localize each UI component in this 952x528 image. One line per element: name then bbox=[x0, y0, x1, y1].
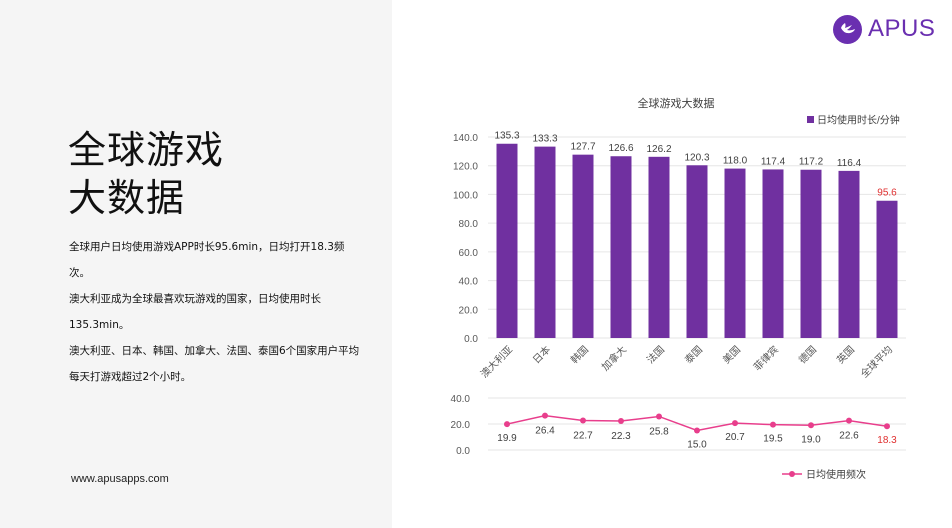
y-tick-label: 40.0 bbox=[451, 394, 471, 405]
bar-y-axis: 0.0 20.0 40.0 60.0 80.0 100.0 120.0 140.0 bbox=[453, 133, 478, 345]
bar bbox=[876, 200, 898, 338]
title-line-2: 大数据 bbox=[68, 176, 186, 220]
line-marker bbox=[618, 418, 624, 425]
y-tick-label: 20.0 bbox=[459, 305, 479, 316]
line-series: 19.9 26.4 22.7 22.3 25.8 15.0 20.7 19.5 19.0 22.6… bbox=[497, 412, 897, 451]
line-marker bbox=[542, 412, 548, 419]
x-tick-label: 法国 bbox=[644, 343, 667, 366]
x-tick-label: 英国 bbox=[834, 343, 857, 366]
y-tick-label: 80.0 bbox=[459, 219, 479, 230]
bar-series: 135.3 133.3 127.7 126.6 126.2 120.3 118.0 117.4… bbox=[494, 131, 898, 338]
line-marker bbox=[580, 417, 586, 424]
description-paragraph: 澳大利亚成为全球最喜欢玩游戏的国家，日均使用时长135.3min。 bbox=[69, 293, 321, 331]
bar bbox=[686, 165, 708, 338]
line-value-label: 19.0 bbox=[801, 434, 821, 445]
y-tick-label: 60.0 bbox=[459, 248, 479, 259]
left-panel: 全球游戏 大数据 全球用户日均使用游戏APP时长95.6min，日均打开18.3… bbox=[0, 0, 392, 528]
line-marker bbox=[694, 427, 700, 434]
line-marker bbox=[808, 422, 814, 429]
brand-name: APUS bbox=[868, 15, 936, 42]
bar-value-label: 120.3 bbox=[684, 152, 709, 163]
line-value-label: 18.3 bbox=[877, 435, 897, 446]
x-tick-label: 美国 bbox=[720, 343, 743, 366]
y-tick-label: 140.0 bbox=[453, 133, 478, 144]
bar bbox=[534, 146, 556, 338]
bar bbox=[610, 156, 632, 338]
description-paragraph: 澳大利亚、日本、韩国、加拿大、法国、泰国6个国家用户平均每天打游戏超过2个小时。 bbox=[69, 345, 360, 383]
bar-value-label: 118.0 bbox=[723, 156, 748, 167]
bar bbox=[800, 169, 822, 338]
line-value-label: 19.5 bbox=[763, 434, 783, 445]
bar bbox=[762, 169, 784, 338]
x-tick-label: 泰国 bbox=[682, 343, 705, 366]
bar-value-label: 117.2 bbox=[799, 157, 824, 168]
chart-title: 全球游戏大数据 bbox=[638, 96, 715, 110]
legend-label: 日均使用频次 bbox=[806, 468, 866, 481]
line-value-label: 22.7 bbox=[573, 430, 593, 441]
bar-value-label: 135.3 bbox=[494, 131, 519, 142]
line-value-label: 22.3 bbox=[611, 431, 631, 442]
bar-value-label: 126.2 bbox=[646, 144, 671, 155]
x-tick-label: 韩国 bbox=[568, 343, 591, 366]
line-legend: 日均使用频次 bbox=[782, 468, 866, 481]
bar-legend: 日均使用时长/分钟 bbox=[807, 114, 900, 127]
line-marker bbox=[656, 413, 662, 420]
line-value-label: 19.9 bbox=[497, 433, 517, 444]
bar-value-label: 127.7 bbox=[570, 142, 595, 153]
website-link[interactable]: www.apusapps.com bbox=[71, 473, 169, 485]
bar-value-label: 116.4 bbox=[837, 158, 862, 169]
description-paragraph: 全球用户日均使用游戏APP时长95.6min，日均打开18.3频次。 bbox=[69, 241, 345, 279]
line-marker bbox=[732, 420, 738, 427]
y-tick-label: 120.0 bbox=[453, 162, 478, 173]
x-tick-label: 澳大利亚 bbox=[478, 343, 515, 380]
legend-swatch bbox=[807, 116, 814, 123]
line-value-label: 25.8 bbox=[649, 426, 669, 437]
bar bbox=[838, 170, 860, 338]
line-y-axis: 0.0 20.0 40.0 bbox=[451, 394, 471, 457]
bar bbox=[572, 154, 594, 338]
bar-value-label: 133.3 bbox=[532, 134, 557, 145]
x-tick-label: 全球平均 bbox=[858, 343, 895, 380]
x-axis-labels: 澳大利亚 日本 韩国 加拿大 法国 泰国 美国 菲律宾 德国 英国 全球平均 bbox=[478, 343, 895, 380]
y-tick-label: 100.0 bbox=[453, 190, 478, 201]
y-tick-label: 20.0 bbox=[451, 420, 471, 431]
bar bbox=[648, 156, 670, 338]
line-value-label: 26.4 bbox=[535, 426, 555, 437]
bar bbox=[724, 168, 746, 338]
legend-label: 日均使用时长/分钟 bbox=[817, 114, 900, 127]
bar bbox=[496, 143, 518, 338]
bar-value-label: 117.4 bbox=[761, 156, 786, 167]
page-title: 全球游戏 大数据 bbox=[68, 126, 224, 222]
bar-value-label: 95.6 bbox=[877, 188, 897, 199]
line-value-label: 15.0 bbox=[687, 440, 707, 451]
x-tick-label: 日本 bbox=[530, 343, 553, 366]
bar-value-label: 126.6 bbox=[608, 143, 633, 154]
apus-bird-logo-icon bbox=[833, 14, 862, 44]
x-tick-label: 加拿大 bbox=[599, 343, 629, 373]
line-marker bbox=[770, 421, 776, 428]
line-marker bbox=[504, 421, 510, 428]
brand-logo: APUS bbox=[833, 13, 935, 45]
x-tick-label: 德国 bbox=[796, 343, 819, 366]
description: 全球用户日均使用游戏APP时长95.6min，日均打开18.3频次。 澳大利亚成… bbox=[69, 234, 364, 390]
line-marker bbox=[884, 423, 890, 430]
line-marker bbox=[846, 417, 852, 424]
legend-marker bbox=[789, 471, 795, 477]
line-value-label: 22.6 bbox=[839, 431, 859, 442]
title-line-1: 全球游戏 bbox=[68, 128, 225, 172]
line-value-label: 20.7 bbox=[725, 432, 745, 443]
x-tick-label: 菲律宾 bbox=[751, 343, 781, 373]
y-tick-label: 0.0 bbox=[456, 446, 470, 457]
y-tick-label: 40.0 bbox=[459, 277, 479, 288]
y-tick-label: 0.0 bbox=[464, 334, 478, 345]
line-chart-grid bbox=[488, 397, 906, 451]
